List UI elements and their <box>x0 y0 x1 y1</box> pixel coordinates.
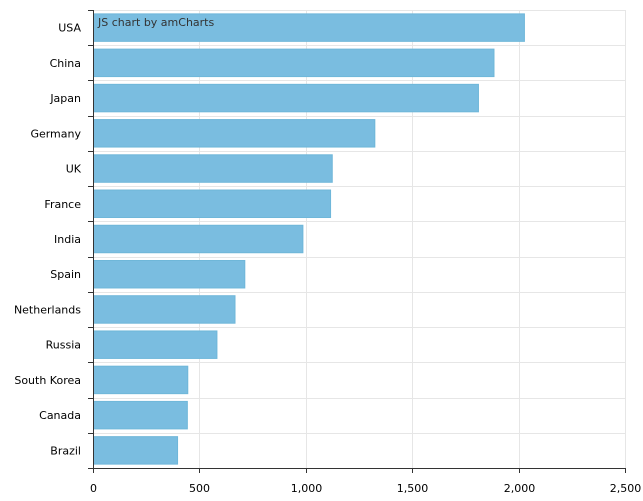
bar-germany[interactable] <box>93 119 376 148</box>
category-label: Russia <box>46 339 81 352</box>
x-tick-label: 0 <box>90 482 97 495</box>
x-tick-label: 2,500 <box>610 482 642 495</box>
x-tick-label: 2,000 <box>504 482 536 495</box>
category-label: Japan <box>49 92 81 105</box>
bar-china[interactable] <box>93 48 495 78</box>
x-tick-label: 500 <box>189 482 210 495</box>
bar-netherlands[interactable] <box>93 295 236 324</box>
x-tick-label: 1,000 <box>291 482 323 495</box>
category-label: India <box>54 233 81 246</box>
bar-uk[interactable] <box>93 154 333 183</box>
category-label: USA <box>58 22 81 35</box>
axes: USA China Japan Germany UK France India Spain Ne… <box>14 10 641 495</box>
bar-spain[interactable] <box>93 259 246 289</box>
bar-russia[interactable] <box>93 330 218 359</box>
bar-canada[interactable] <box>93 400 188 430</box>
chart-credit[interactable]: JS chart by amCharts <box>97 16 214 29</box>
category-label: Netherlands <box>14 303 81 316</box>
bar-france[interactable] <box>93 189 332 219</box>
category-label: South Korea <box>14 374 81 387</box>
bar-japan[interactable] <box>93 83 479 113</box>
grid <box>93 10 626 469</box>
bar-south-korea[interactable] <box>93 365 189 395</box>
category-label: Spain <box>50 268 81 281</box>
category-label: France <box>44 198 81 211</box>
category-label: China <box>50 57 81 70</box>
category-label: Brazil <box>50 444 81 457</box>
category-label: Germany <box>30 127 81 140</box>
bars <box>93 13 525 465</box>
bar-india[interactable] <box>93 224 304 254</box>
bar-brazil[interactable] <box>93 436 179 465</box>
category-label: Canada <box>39 409 81 422</box>
x-tick-label: 1,500 <box>397 482 429 495</box>
bar-usa[interactable] <box>93 13 525 42</box>
category-label: UK <box>66 163 82 176</box>
